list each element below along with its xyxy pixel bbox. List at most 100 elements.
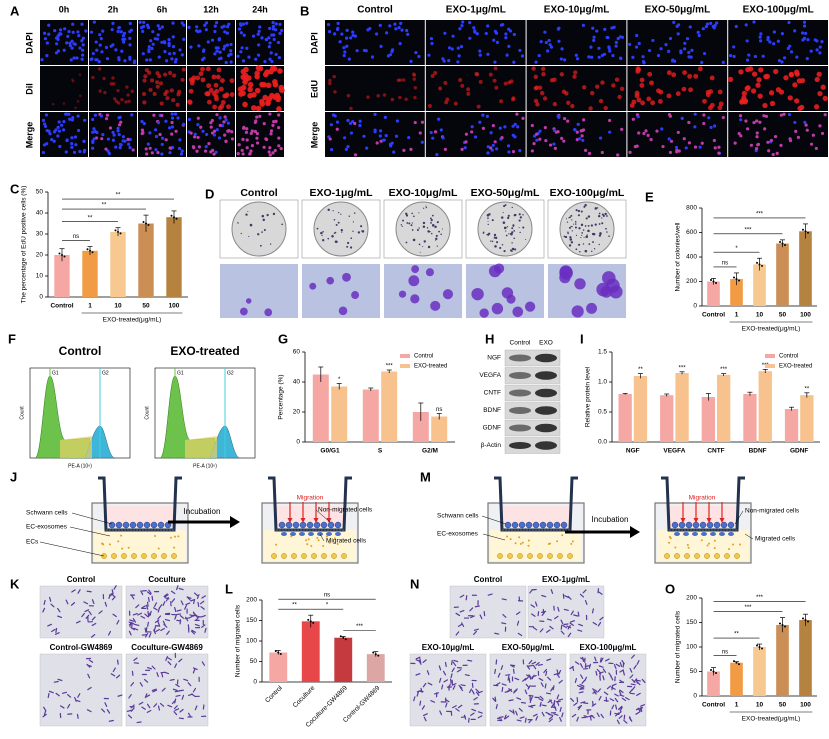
colony (505, 234, 508, 237)
cell (467, 659, 473, 662)
exosome (527, 544, 530, 547)
cell (162, 620, 166, 626)
cell (255, 132, 259, 136)
significance: * (338, 377, 341, 383)
x-tick-label: 1 (735, 702, 739, 709)
cell (401, 78, 406, 82)
migrated-cell (290, 532, 296, 536)
cell (154, 619, 160, 623)
cell (802, 36, 807, 41)
cell (329, 123, 334, 127)
cell (74, 143, 78, 147)
cell (741, 95, 747, 101)
cell (534, 601, 538, 607)
cell (468, 36, 472, 40)
cell (156, 121, 161, 125)
colony (411, 229, 414, 231)
blot-band (509, 372, 531, 379)
cell (587, 55, 591, 59)
cell (42, 122, 47, 126)
cell (429, 130, 433, 135)
replicate (802, 228, 804, 231)
cell (173, 60, 178, 64)
cell (779, 113, 783, 117)
cell (529, 589, 533, 594)
colony (411, 222, 413, 224)
cell (140, 615, 146, 619)
cell (164, 89, 169, 94)
cell (139, 682, 143, 687)
cell (220, 25, 224, 29)
cell (239, 50, 243, 54)
cell (515, 112, 519, 116)
colony (488, 265, 502, 278)
cell (267, 36, 271, 40)
cell (477, 690, 483, 694)
cell (167, 704, 173, 708)
y-tick-label: 0.0 (598, 439, 607, 446)
colony (524, 301, 536, 312)
cell (619, 662, 623, 668)
x-axis-label: EXO-treated(μg/mL) (742, 326, 801, 333)
schwann-cell (129, 521, 137, 529)
cell (190, 598, 196, 602)
colony (430, 217, 432, 220)
exosome (708, 542, 711, 545)
cell (532, 626, 538, 631)
cell (148, 131, 152, 135)
cell (501, 683, 507, 686)
cell (516, 719, 522, 722)
colony (563, 235, 566, 238)
cell (709, 125, 713, 130)
colony (599, 233, 602, 235)
cell (101, 708, 106, 713)
cell (521, 116, 525, 120)
cell (495, 147, 499, 151)
significance: ** (805, 386, 810, 392)
cell (117, 25, 121, 30)
schwann-cell (678, 521, 686, 529)
cell (241, 22, 246, 26)
ec (151, 553, 157, 559)
bar (799, 620, 812, 696)
cell (447, 46, 452, 50)
cell (358, 123, 362, 128)
cell (146, 142, 150, 146)
cell (813, 104, 820, 110)
y-tick-label: 200 (686, 595, 697, 602)
cell (732, 54, 736, 59)
colony (574, 278, 586, 290)
panel-letter: M (420, 469, 431, 484)
cell (155, 628, 160, 633)
cell (204, 145, 208, 149)
cell (108, 719, 114, 722)
cell (512, 60, 516, 64)
cell (114, 145, 118, 149)
cell (614, 77, 620, 82)
ec (141, 553, 147, 559)
cell (470, 712, 475, 716)
cell (445, 97, 450, 102)
colony (263, 228, 266, 232)
colony (418, 243, 421, 246)
schwann-cell (539, 521, 547, 529)
cell (574, 53, 578, 57)
cell (200, 614, 206, 618)
cell (666, 93, 672, 99)
exosome (306, 543, 309, 546)
cell (268, 112, 272, 116)
exosome (668, 541, 671, 544)
cell (112, 133, 116, 137)
cell (600, 657, 604, 663)
cell (106, 137, 110, 141)
cell (165, 96, 170, 101)
cell (194, 705, 198, 711)
cell (251, 34, 256, 38)
colony (400, 224, 403, 226)
cell (543, 125, 547, 130)
blot-band (509, 354, 531, 362)
cell (596, 668, 601, 674)
cell (116, 129, 120, 133)
cell (108, 630, 112, 636)
y-tick-label: 0.5 (598, 409, 607, 416)
